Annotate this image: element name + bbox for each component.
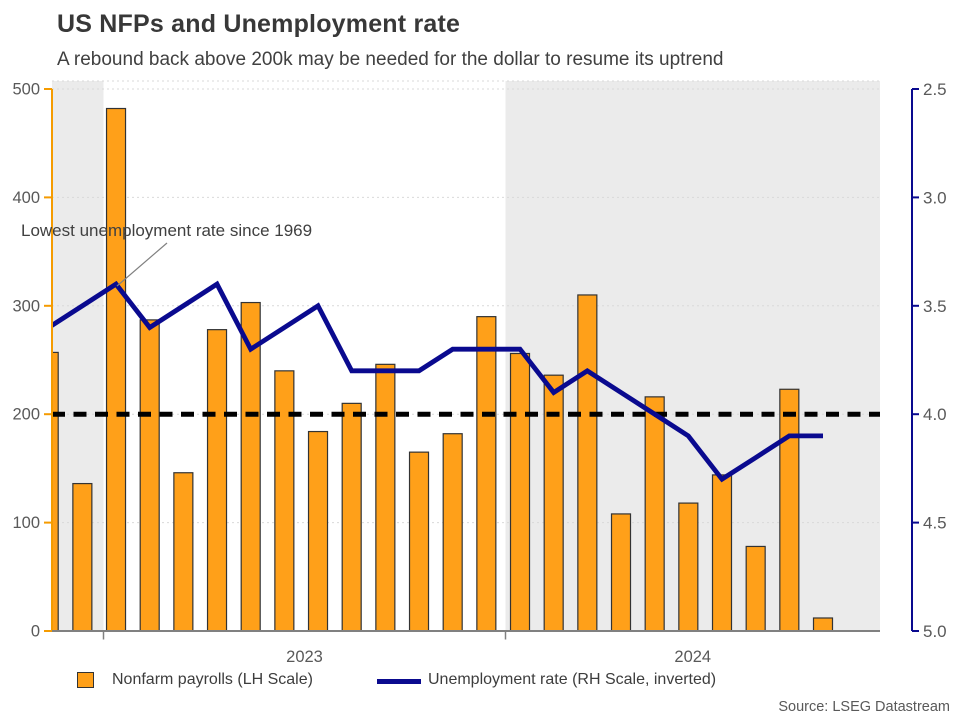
- source-credit: Source: LSEG Datastream: [778, 699, 950, 715]
- left-axis-label: 300: [12, 297, 40, 315]
- nfp-bar: [408, 451, 430, 632]
- left-axis-label: 400: [12, 189, 40, 207]
- annotation-label: Lowest unemployment rate since 1969: [21, 221, 313, 240]
- x-axis: 2023 2024: [52, 630, 880, 666]
- left-axis-label: 500: [12, 81, 40, 99]
- right-axis-label: 4.0: [923, 405, 947, 424]
- right-axis-label: 3.0: [923, 188, 947, 207]
- unemployment-line-path: [52, 280, 823, 483]
- chart-subtitle: A rebound back above 200k may be needed …: [57, 49, 724, 70]
- left-axis: 500 400 300 200 100 0: [12, 81, 53, 641]
- nfp-bar: [105, 107, 127, 632]
- nonfarm-payrolls-swatch-icon: [77, 672, 94, 688]
- legend-line-label: Unemployment rate (RH Scale, inverted): [428, 671, 717, 688]
- right-axis-label: 3.5: [923, 297, 947, 316]
- nfp-bar: [375, 363, 396, 632]
- nfp-bar: [206, 329, 228, 632]
- right-axis-label: 5.0: [923, 622, 947, 641]
- nfp-bar: [307, 430, 329, 632]
- nfp-bar: [509, 352, 531, 632]
- unemployment-line: [52, 280, 823, 483]
- unemployment-line-swatch-icon: [377, 679, 421, 684]
- left-axis-label: 0: [31, 623, 40, 641]
- nfp-bar: [711, 474, 733, 632]
- nfp-bar: [139, 319, 160, 632]
- nfp-bar: [678, 502, 699, 632]
- left-axis-label: 200: [12, 406, 40, 424]
- right-axis: 2.5 3.0 3.5 4.0 4.5 5.0: [911, 80, 947, 641]
- right-axis-label: 4.5: [923, 514, 947, 533]
- nfp-bar: [644, 396, 665, 632]
- nfp-bar: [812, 617, 834, 632]
- right-axis-label: 2.5: [923, 80, 947, 99]
- nfp-bar: [610, 513, 632, 632]
- left-axis-label: 100: [12, 514, 40, 532]
- legend: Nonfarm payrolls (LH Scale) Unemployment…: [0, 670, 960, 692]
- nfp-bar: [274, 370, 295, 632]
- nfp-bar: [341, 402, 362, 632]
- year-label: 2024: [674, 648, 711, 666]
- nfp-bar: [52, 351, 59, 632]
- nfp-bar: [173, 472, 194, 632]
- annotation-connector: [116, 242, 168, 287]
- year-label: 2023: [286, 648, 323, 666]
- nfp-bar: [745, 545, 766, 632]
- nfp-bar: [779, 388, 800, 632]
- page-title: US NFPs and Unemployment rate: [57, 10, 461, 38]
- nfp-bar: [476, 316, 497, 632]
- legend-bars-label: Nonfarm payrolls (LH Scale): [112, 671, 313, 688]
- nfp-bar: [72, 482, 93, 632]
- nfp-bar: [577, 294, 598, 632]
- nfp-bars: [52, 107, 834, 632]
- nfp-bar: [442, 433, 463, 632]
